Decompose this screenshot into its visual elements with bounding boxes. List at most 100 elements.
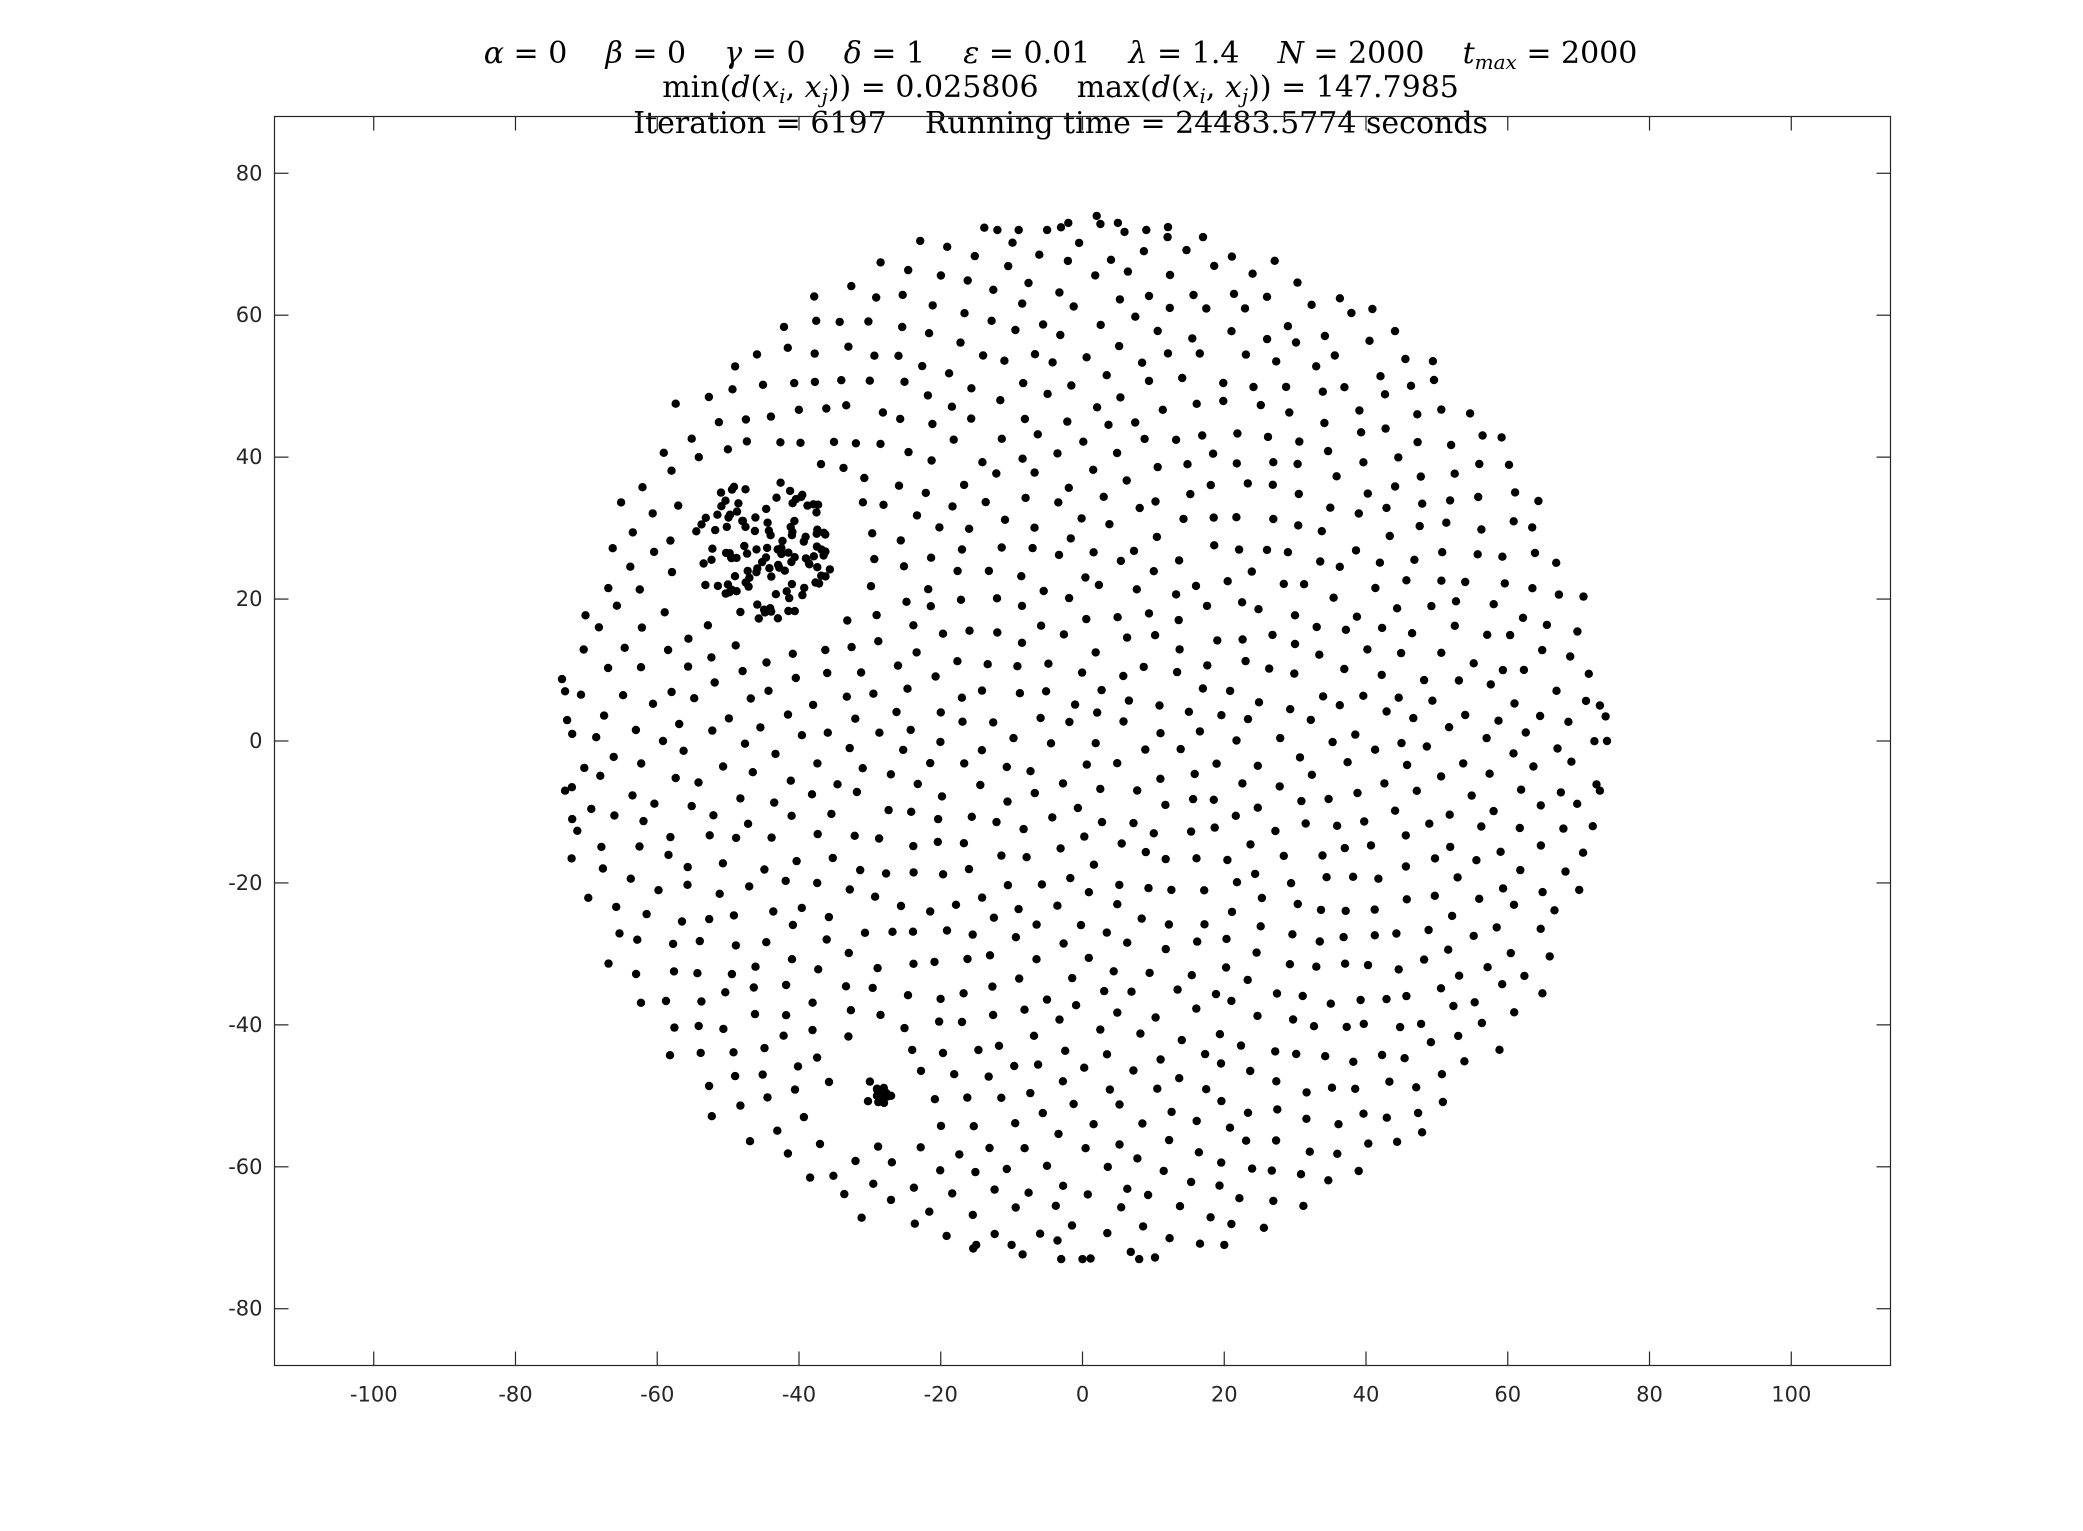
data-point [729, 1048, 738, 1057]
data-point [857, 1213, 866, 1222]
data-point [628, 528, 637, 537]
data-point [1171, 435, 1181, 444]
alpha-value: 0 [548, 36, 568, 71]
data-point [1482, 733, 1491, 743]
data-point [1469, 659, 1478, 668]
data-point [1320, 418, 1329, 428]
data-point [1069, 302, 1078, 311]
data-point [851, 1156, 860, 1166]
data-point [1044, 659, 1053, 668]
data-point [959, 989, 968, 998]
data-point [930, 1095, 940, 1104]
data-point [1227, 1219, 1236, 1229]
data-point [721, 548, 731, 558]
data-point [822, 935, 831, 944]
data-point [1032, 955, 1041, 964]
data-point [1091, 648, 1100, 657]
data-point [1381, 424, 1390, 433]
data-point [967, 384, 976, 393]
data-point [761, 553, 771, 562]
data-point [978, 351, 988, 360]
data-point [1291, 338, 1301, 347]
data-point [1272, 989, 1282, 998]
data-point [1445, 810, 1454, 819]
data-point [1048, 358, 1057, 367]
data-point [953, 657, 962, 666]
data-point [816, 459, 826, 469]
data-point [1042, 1161, 1052, 1171]
data-point [1243, 1108, 1253, 1118]
data-point [821, 645, 830, 655]
data-point [908, 927, 918, 936]
data-point [1123, 267, 1133, 276]
data-point [810, 349, 819, 358]
data-point [1152, 532, 1162, 542]
data-point [724, 714, 734, 723]
data-point [1165, 270, 1175, 280]
data-point [743, 566, 752, 576]
data-point [1225, 686, 1235, 696]
data-point [1067, 381, 1076, 390]
data-point [1102, 1050, 1112, 1059]
data-point [1529, 762, 1538, 771]
data-point [660, 608, 669, 617]
data-point [1174, 615, 1183, 625]
data-point [1020, 1005, 1029, 1014]
data-point [1198, 232, 1208, 242]
data-point [1312, 962, 1321, 971]
data-point [721, 589, 730, 598]
data-point [1004, 261, 1013, 271]
data-point [808, 998, 817, 1007]
data-point [790, 1085, 800, 1094]
data-point [1210, 541, 1219, 550]
data-point [1042, 225, 1052, 235]
data-point [844, 948, 853, 958]
data-point [1390, 326, 1400, 336]
data-point [912, 648, 921, 657]
data-point [1081, 1144, 1090, 1153]
data-point [1021, 493, 1030, 503]
data-point [1030, 523, 1039, 532]
data-point [1036, 713, 1045, 723]
data-point [1243, 714, 1253, 724]
data-point [1492, 923, 1501, 932]
data-point [980, 223, 989, 232]
data-point [1175, 1202, 1185, 1211]
data-point [928, 419, 937, 429]
data-point [626, 562, 635, 571]
data-point [781, 876, 790, 886]
data-point [997, 851, 1006, 860]
data-point [1553, 744, 1562, 753]
data-point [1509, 749, 1518, 758]
data-point [1283, 548, 1293, 557]
data-point [1437, 1070, 1447, 1079]
data-point [1123, 938, 1132, 947]
data-point [1454, 971, 1464, 980]
data-point [731, 941, 741, 950]
data-point [888, 927, 897, 936]
data-point [876, 1010, 885, 1020]
data-point [1382, 994, 1391, 1004]
data-point [1262, 334, 1272, 344]
y-tick-label: 60 [236, 303, 263, 327]
data-point [1133, 786, 1142, 795]
data-point [609, 752, 618, 762]
data-point [1418, 499, 1427, 508]
data-point [751, 513, 760, 522]
data-point [896, 901, 906, 911]
data-point [840, 1189, 849, 1199]
data-point [1459, 759, 1468, 768]
data-point [1377, 623, 1387, 633]
data-point [784, 548, 793, 557]
data-point [1192, 854, 1201, 863]
data-point [664, 850, 673, 860]
data-point [987, 316, 996, 325]
data-point [1312, 622, 1321, 632]
data-point [985, 951, 995, 960]
data-point [1272, 357, 1281, 366]
data-point [977, 746, 987, 755]
data-point [741, 485, 750, 494]
data-point [907, 807, 916, 816]
data-point [833, 780, 842, 789]
data-point [1504, 460, 1514, 469]
